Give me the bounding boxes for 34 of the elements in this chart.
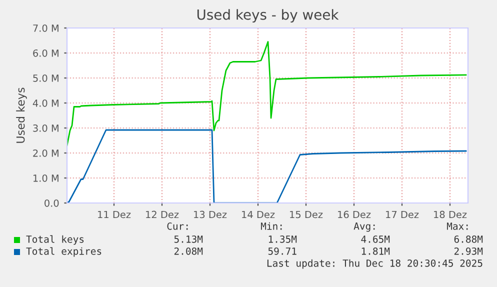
x-tick-label: 14 Dez bbox=[242, 210, 275, 218]
x-tick-label: 13 Dez bbox=[194, 210, 227, 218]
text: 4.65M bbox=[361, 235, 390, 243]
x-tick-label: 15 Dez bbox=[290, 210, 323, 218]
y-tick-label: 2.0 M bbox=[33, 149, 58, 157]
text: Min: bbox=[260, 222, 282, 230]
text: 6.88M bbox=[454, 235, 483, 243]
y-tick-label: 3.0 M bbox=[33, 124, 58, 132]
x-tick-label: 11 Dez bbox=[98, 210, 131, 218]
text: Last update: Thu Dec 18 20:30:45 2025 bbox=[267, 259, 482, 269]
legend-label: Total expires bbox=[26, 247, 102, 257]
x-tick-label: 16 Dez bbox=[338, 210, 371, 218]
y-tick-label: 7.0 M bbox=[33, 24, 58, 32]
y-tick-label: 6.0 M bbox=[33, 49, 58, 57]
x-tick-label: 17 Dez bbox=[386, 210, 419, 218]
text: Avg: bbox=[354, 222, 375, 232]
chart-title: Used keys - by week bbox=[197, 9, 339, 23]
x-tick-label: 12 Dez bbox=[146, 210, 179, 218]
y-axis-title: Used keys bbox=[16, 88, 27, 143]
line-series bbox=[67, 41, 467, 146]
text: 59.71 bbox=[268, 247, 296, 255]
legend-label: Total keys bbox=[26, 235, 84, 245]
y-tick-label: 0.0 bbox=[44, 199, 59, 207]
text: Cur: bbox=[167, 222, 188, 230]
y-tick-label: 1.0 M bbox=[33, 174, 58, 182]
text: 1.81M bbox=[362, 247, 390, 255]
text: 2.08M bbox=[174, 247, 203, 255]
text: Max: bbox=[446, 222, 468, 230]
text: 1.35M bbox=[268, 235, 297, 243]
y-tick-label: 4.0 M bbox=[32, 99, 58, 107]
y-tick-label: 5.0 M bbox=[33, 74, 58, 82]
text: 5.13M bbox=[174, 235, 203, 243]
x-tick-label: 18 Dez bbox=[434, 210, 467, 218]
text: 2.93M bbox=[454, 247, 483, 255]
